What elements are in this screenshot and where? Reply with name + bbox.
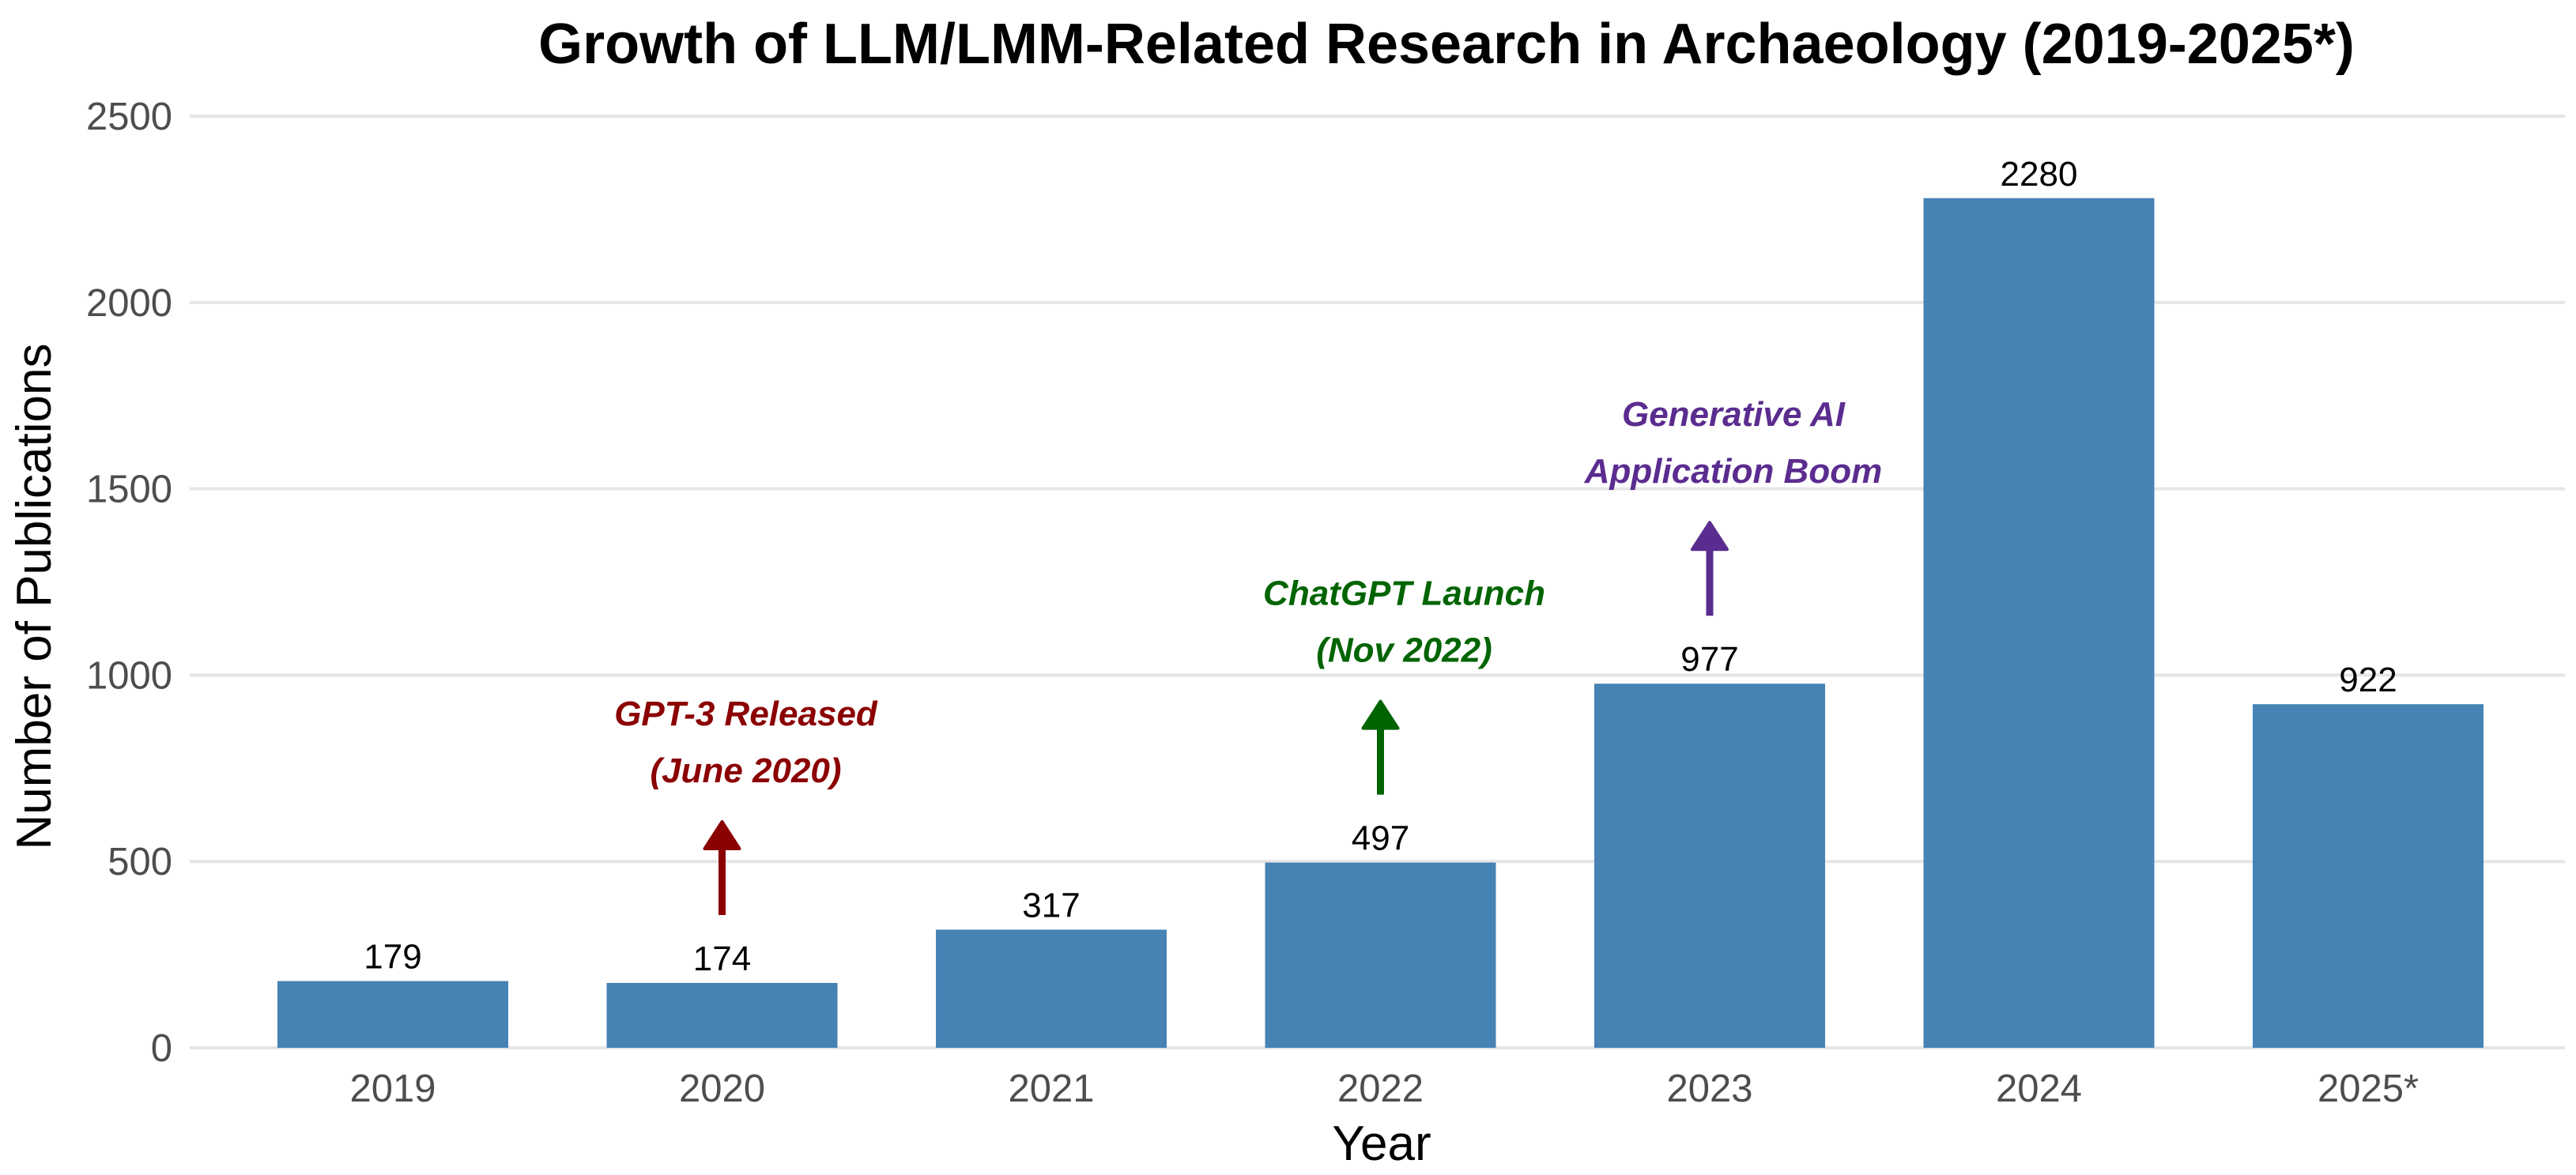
x-axis-title: Year bbox=[1332, 1117, 1431, 1171]
y-tick-label: 2000 bbox=[86, 282, 172, 325]
x-axis-ticks: 2019 2020 2021 2022 2023 2024 2025* bbox=[349, 1068, 2419, 1110]
y-tick-label: 1000 bbox=[86, 654, 172, 697]
data-label: 317 bbox=[1022, 887, 1080, 925]
x-tick-label: 2022 bbox=[1337, 1068, 1424, 1110]
bar-2019 bbox=[277, 981, 508, 1048]
data-label: 179 bbox=[364, 938, 421, 977]
data-label: 922 bbox=[2339, 661, 2397, 699]
x-tick-label: 2019 bbox=[349, 1068, 436, 1110]
y-tick-label: 0 bbox=[151, 1027, 172, 1070]
x-tick-label: 2023 bbox=[1666, 1068, 1752, 1110]
arrow-head bbox=[1691, 521, 1729, 552]
value-labels: 179 174 317 497 977 2280 922 bbox=[364, 155, 2397, 978]
bars bbox=[277, 198, 2484, 1049]
bar-2025 bbox=[2253, 704, 2484, 1048]
gridlines bbox=[190, 115, 2565, 1049]
y-tick-label: 1500 bbox=[86, 469, 172, 511]
data-label: 977 bbox=[1680, 640, 1738, 679]
bar-2022 bbox=[1265, 862, 1496, 1048]
y-axis-ticks: 0 500 1000 1500 2000 2500 bbox=[86, 96, 172, 1070]
arrow-head bbox=[703, 819, 741, 850]
x-tick-label: 2025* bbox=[2318, 1068, 2419, 1110]
x-tick-label: 2020 bbox=[679, 1068, 765, 1110]
bar-2020 bbox=[606, 982, 838, 1048]
x-tick-label: 2021 bbox=[1008, 1068, 1094, 1110]
bar-2024 bbox=[1923, 198, 2155, 1049]
chart-title: Growth of LLM/LMM-Related Research in Ar… bbox=[538, 13, 2355, 76]
annotation-2020: GPT-3 Released (June 2020) bbox=[614, 695, 878, 915]
annotation-2022: ChatGPT Launch (Nov 2022) bbox=[1263, 574, 1545, 795]
data-label: 497 bbox=[1352, 819, 1409, 858]
annotation-line: (Nov 2022) bbox=[1316, 631, 1492, 670]
bar-2021 bbox=[936, 929, 1167, 1048]
arrow-head bbox=[1361, 699, 1400, 730]
y-axis-title: Number of Publications bbox=[7, 344, 62, 850]
y-tick-label: 500 bbox=[107, 841, 172, 883]
annotations: GPT-3 Released (June 2020) ChatGPT Launch (… bbox=[614, 395, 1882, 915]
annotation-2023: Generative AI Application Boom bbox=[1584, 395, 1882, 616]
annotation-line: ChatGPT Launch bbox=[1263, 574, 1545, 613]
annotation-line: (June 2020) bbox=[650, 751, 841, 790]
x-tick-label: 2024 bbox=[1996, 1068, 2082, 1110]
annotation-line: GPT-3 Released bbox=[614, 695, 878, 733]
annotation-line: Application Boom bbox=[1584, 452, 1882, 491]
y-tick-label: 2500 bbox=[86, 96, 172, 138]
annotation-line: Generative AI bbox=[1622, 395, 1846, 434]
bar-2023 bbox=[1594, 684, 1825, 1048]
data-label: 2280 bbox=[2001, 155, 2078, 194]
data-label: 174 bbox=[693, 940, 751, 978]
